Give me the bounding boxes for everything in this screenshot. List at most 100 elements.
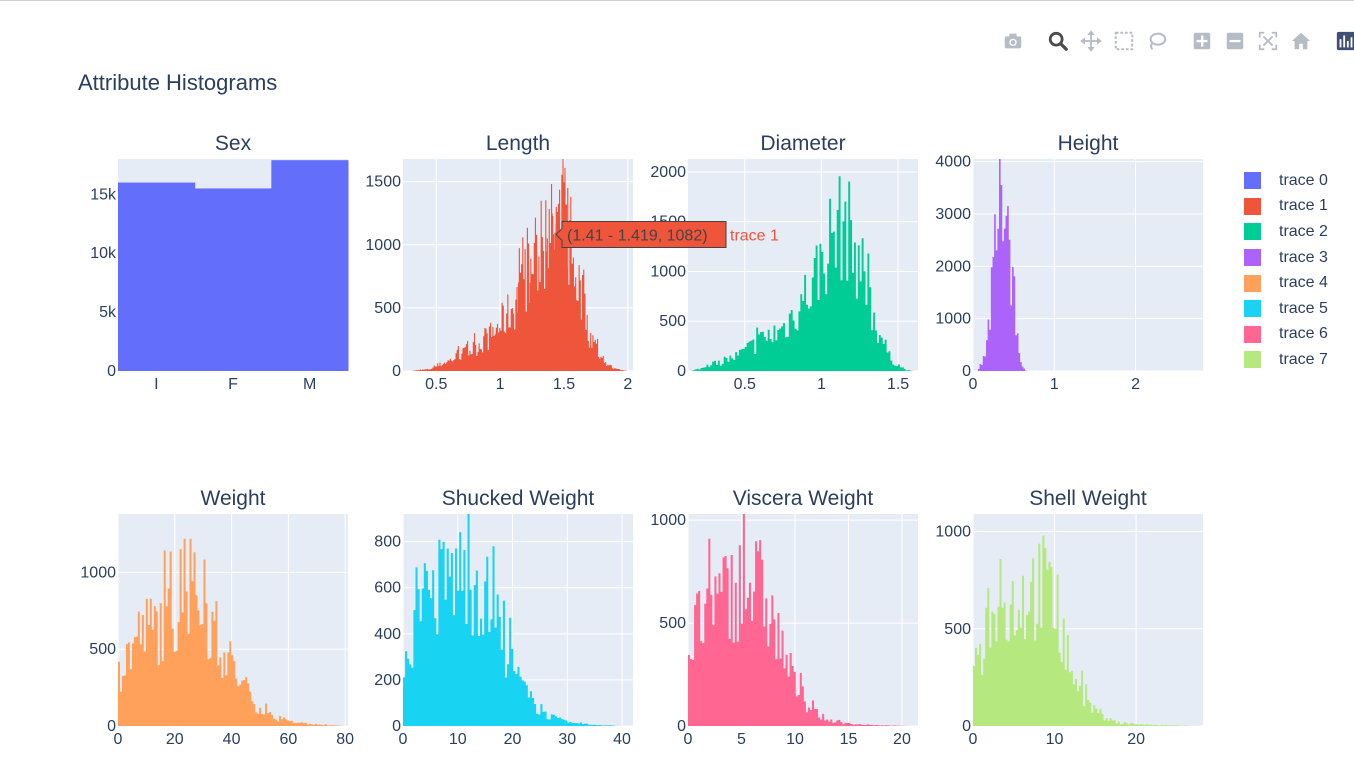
x-tick-label: 0 bbox=[399, 731, 408, 748]
legend-item[interactable]: trace 7 bbox=[1240, 347, 1328, 373]
y-tick-label: 0 bbox=[392, 363, 401, 380]
y-tick-label: 15k bbox=[90, 186, 117, 203]
legend-swatch bbox=[1244, 351, 1261, 369]
x-tick-label: 2 bbox=[1131, 376, 1140, 393]
histogram-bars[interactable] bbox=[410, 159, 629, 371]
bar[interactable] bbox=[194, 188, 272, 371]
legend-item[interactable]: trace 1 bbox=[1240, 194, 1328, 220]
x-tick-label: 0.5 bbox=[425, 376, 447, 393]
x-tick-label: 80 bbox=[336, 731, 354, 748]
y-tick-label: 0 bbox=[677, 718, 686, 735]
y-tick-label: 800 bbox=[374, 534, 401, 551]
pan-icon[interactable] bbox=[1078, 28, 1104, 54]
x-tick-label: 1.5 bbox=[887, 376, 909, 393]
legend-item[interactable]: trace 6 bbox=[1240, 322, 1328, 348]
x-tick-label: 1 bbox=[1050, 376, 1059, 393]
legend-swatch bbox=[1244, 197, 1261, 215]
x-tick-label: 10 bbox=[1046, 731, 1064, 748]
legend-label: trace 2 bbox=[1279, 222, 1328, 240]
legend-label: trace 5 bbox=[1279, 299, 1328, 317]
x-tick-label: 1.5 bbox=[553, 376, 575, 393]
x-tick-label: 0 bbox=[684, 731, 693, 748]
x-tick-label: 30 bbox=[558, 731, 576, 748]
subplot-sex: 0 5k 10k 15k I F M Sex bbox=[90, 132, 349, 393]
x-tick-label: 60 bbox=[279, 731, 297, 748]
legend-label: trace 4 bbox=[1279, 274, 1328, 292]
subplot-shell-weight: 0 500 1000 0 10 20 Shell Weight bbox=[935, 487, 1203, 748]
x-tick-label: 20 bbox=[1127, 731, 1145, 748]
y-tick-label: 1000 bbox=[650, 263, 686, 280]
y-tick-label: 0 bbox=[962, 363, 971, 380]
subplot-height: 0 1000 2000 3000 4000 0 1 2 Height bbox=[935, 132, 1203, 393]
tooltip-text: (1.41 - 1.419, 1082) bbox=[567, 227, 708, 244]
tooltip-box bbox=[555, 220, 727, 248]
histogram-bars[interactable] bbox=[403, 514, 622, 726]
subplot-length: 0 500 1000 1500 0.5 1 1.5 2 Length bbox=[365, 132, 633, 393]
subplot-title: Weight bbox=[201, 487, 266, 510]
zoom-icon[interactable] bbox=[1045, 28, 1071, 54]
x-tick-label: 20 bbox=[893, 731, 911, 748]
x-tick-label: 10 bbox=[449, 731, 467, 748]
zoom-in-icon[interactable] bbox=[1189, 28, 1215, 54]
y-tick-label: 1000 bbox=[80, 564, 116, 581]
y-tick-label: 1000 bbox=[935, 311, 971, 328]
subplot-title: Shucked Weight bbox=[442, 487, 595, 510]
y-tick-label: 500 bbox=[944, 621, 971, 638]
zoom-out-icon[interactable] bbox=[1222, 28, 1248, 54]
legend-item[interactable]: trace 4 bbox=[1240, 270, 1328, 296]
y-tick-label: 0 bbox=[962, 718, 971, 735]
subplot-weight: 0 500 1000 0 20 40 60 80 Weight bbox=[80, 487, 354, 748]
legend-item[interactable]: trace 0 bbox=[1240, 168, 1328, 194]
histogram-bars[interactable] bbox=[977, 159, 1027, 371]
histogram-bars[interactable] bbox=[691, 176, 914, 371]
x-tick-label: 0 bbox=[969, 376, 978, 393]
y-tick-label: 200 bbox=[374, 672, 401, 689]
legend-label: trace 3 bbox=[1279, 248, 1328, 266]
histogram-bars[interactable] bbox=[118, 538, 345, 726]
legend-item[interactable]: trace 2 bbox=[1240, 219, 1328, 245]
plotly-logo-icon[interactable] bbox=[1333, 28, 1354, 54]
y-tick-label: 0 bbox=[677, 363, 686, 380]
histogram-bars[interactable] bbox=[688, 514, 914, 726]
legend-label: trace 7 bbox=[1279, 350, 1328, 368]
subplot-title: Shell Weight bbox=[1029, 487, 1147, 510]
legend-swatch bbox=[1244, 274, 1261, 292]
x-tick-label: 2 bbox=[623, 376, 632, 393]
x-tick-label: 15 bbox=[840, 731, 858, 748]
y-tick-label: 3000 bbox=[935, 206, 971, 223]
modebar bbox=[1000, 28, 1354, 54]
legend-label: trace 0 bbox=[1279, 171, 1328, 189]
x-tick-label: 0.5 bbox=[734, 376, 756, 393]
legend-swatch bbox=[1244, 249, 1261, 267]
y-tick-label: 2000 bbox=[935, 258, 971, 275]
legend-swatch bbox=[1244, 300, 1261, 318]
x-tick-label: 40 bbox=[613, 731, 631, 748]
y-tick-label: 0 bbox=[107, 718, 116, 735]
y-tick-label: 500 bbox=[89, 641, 116, 658]
autoscale-icon[interactable] bbox=[1255, 28, 1281, 54]
camera-icon[interactable] bbox=[1000, 28, 1026, 54]
x-tick-label: 20 bbox=[166, 731, 184, 748]
bar[interactable] bbox=[271, 160, 349, 371]
subplot-viscera-weight: 0 500 1000 0 5 10 15 20 Viscera Weight bbox=[650, 487, 918, 748]
legend-item[interactable]: trace 3 bbox=[1240, 245, 1328, 271]
chart-title: Attribute Histograms bbox=[78, 70, 278, 95]
reset-axes-icon[interactable] bbox=[1288, 28, 1314, 54]
tooltip-trace-label: trace 1 bbox=[730, 227, 779, 244]
y-tick-label: 500 bbox=[374, 300, 401, 317]
legend: trace 0 trace 1 trace 2 trace 3 trace 4 trace… bbox=[1240, 168, 1328, 373]
x-tick-label: I bbox=[154, 376, 158, 393]
y-tick-label: 600 bbox=[374, 580, 401, 597]
subplot-title: Length bbox=[486, 132, 550, 155]
box-select-icon[interactable] bbox=[1111, 28, 1137, 54]
y-tick-label: 1500 bbox=[365, 174, 401, 191]
bar[interactable] bbox=[118, 182, 196, 371]
y-tick-label: 5k bbox=[99, 304, 117, 321]
legend-item[interactable]: trace 5 bbox=[1240, 296, 1328, 322]
legend-label: trace 6 bbox=[1279, 325, 1328, 343]
lasso-select-icon[interactable] bbox=[1144, 28, 1170, 54]
subplot-shucked-weight: 0 200 400 600 800 0 10 20 30 40 Shucked Weight bbox=[374, 487, 633, 748]
histogram-bars[interactable] bbox=[973, 535, 1202, 726]
